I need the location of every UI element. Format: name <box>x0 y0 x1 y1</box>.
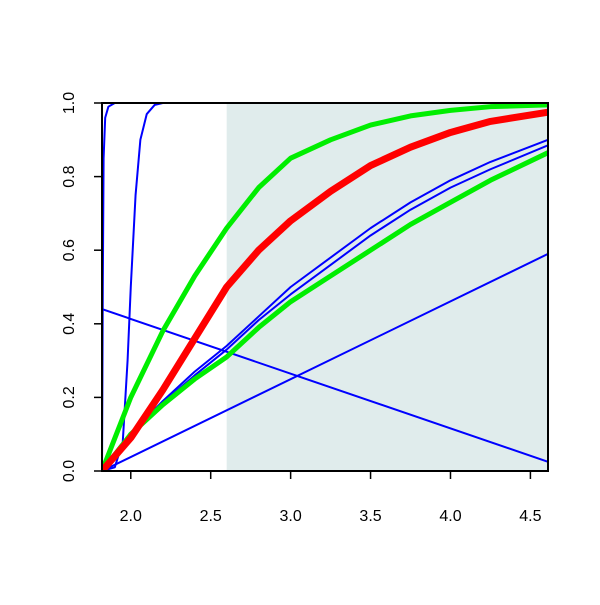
curve <box>102 252 548 471</box>
shaded-region <box>226 103 548 471</box>
curve <box>102 308 548 463</box>
y-tick-label: 1.0 <box>61 92 78 114</box>
x-tick-label: 2.0 <box>120 508 142 525</box>
x-tick-label: 2.5 <box>200 508 222 525</box>
curve <box>102 138 548 471</box>
plot-box <box>101 102 549 472</box>
y-tick-label: 0.8 <box>61 165 78 187</box>
x-tick-label: 3.0 <box>280 508 302 525</box>
curve <box>102 108 548 471</box>
y-tick-label: 0.6 <box>61 239 78 261</box>
y-tick-label: 0.0 <box>61 460 78 482</box>
curve <box>102 103 548 471</box>
plot-area <box>102 103 548 471</box>
curve <box>102 150 548 471</box>
x-tick-label: 4.5 <box>519 508 541 525</box>
axes: 2.0 2.5 3.0 3.5 4.0 4.5 0.0 0.2 0.4 0.6 0.8 1.0 <box>61 92 549 525</box>
y-tick-label: 0.4 <box>61 313 78 335</box>
y-tick-label: 0.2 <box>61 386 78 408</box>
x-tick-label: 4.0 <box>439 508 461 525</box>
x-tick-label: 3.5 <box>359 508 381 525</box>
